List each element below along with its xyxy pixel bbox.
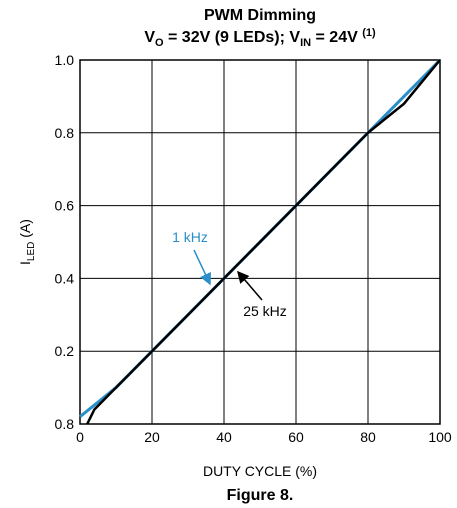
data-line — [79, 58, 442, 418]
plot-frame — [79, 59, 441, 425]
y-tick-label: 0.2 — [55, 343, 75, 359]
y-tick-label: 0.8 — [55, 125, 75, 141]
figure-caption: Figure 8. — [227, 487, 294, 504]
ylabel-part: (A) — [17, 219, 33, 242]
x-tick-label: 0 — [76, 429, 84, 445]
chart-title: PWM Dimming — [204, 7, 316, 24]
label-arrow — [237, 270, 263, 301]
data-line — [86, 59, 441, 425]
label-arrow — [193, 249, 211, 286]
subtitle-sub: IN — [300, 37, 311, 49]
x-tick-label: 20 — [144, 429, 160, 445]
y-tick-label: 1.0 — [55, 52, 75, 68]
subtitle-sub: O — [155, 37, 164, 49]
subtitle-sup: (1) — [362, 27, 376, 39]
x-tick-label: 40 — [216, 429, 232, 445]
ylabel-sub: LED — [26, 242, 37, 261]
subtitle-part: = 32V (9 LEDs); V — [164, 29, 301, 46]
x-tick-label: 60 — [288, 429, 304, 445]
ylabel-part: I — [17, 261, 33, 265]
x-tick-label: 100 — [428, 429, 452, 445]
subtitle-part: = 24V — [311, 29, 362, 46]
y-axis-label: ILED (A) — [17, 219, 37, 265]
y-tick-label: 0.4 — [55, 270, 75, 286]
y-tick-label: 0.6 — [55, 198, 75, 214]
series-label: 1 kHz — [172, 229, 208, 245]
subtitle-part: V — [144, 29, 155, 46]
x-tick-label: 80 — [360, 429, 376, 445]
series-label: 25 kHz — [243, 303, 287, 319]
x-axis-label: DUTY CYCLE (%) — [203, 463, 317, 479]
y-tick-label: 0.8 — [55, 416, 75, 432]
chart-subtitle: VO = 32V (9 LEDs); VIN = 24V (1) — [144, 27, 376, 49]
